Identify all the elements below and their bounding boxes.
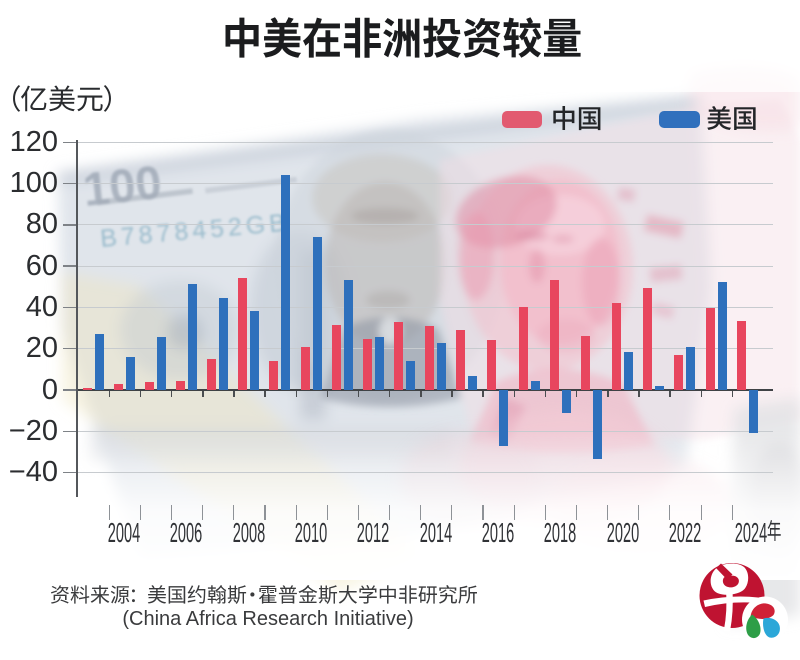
svg-text:100: 100 xyxy=(81,155,165,216)
